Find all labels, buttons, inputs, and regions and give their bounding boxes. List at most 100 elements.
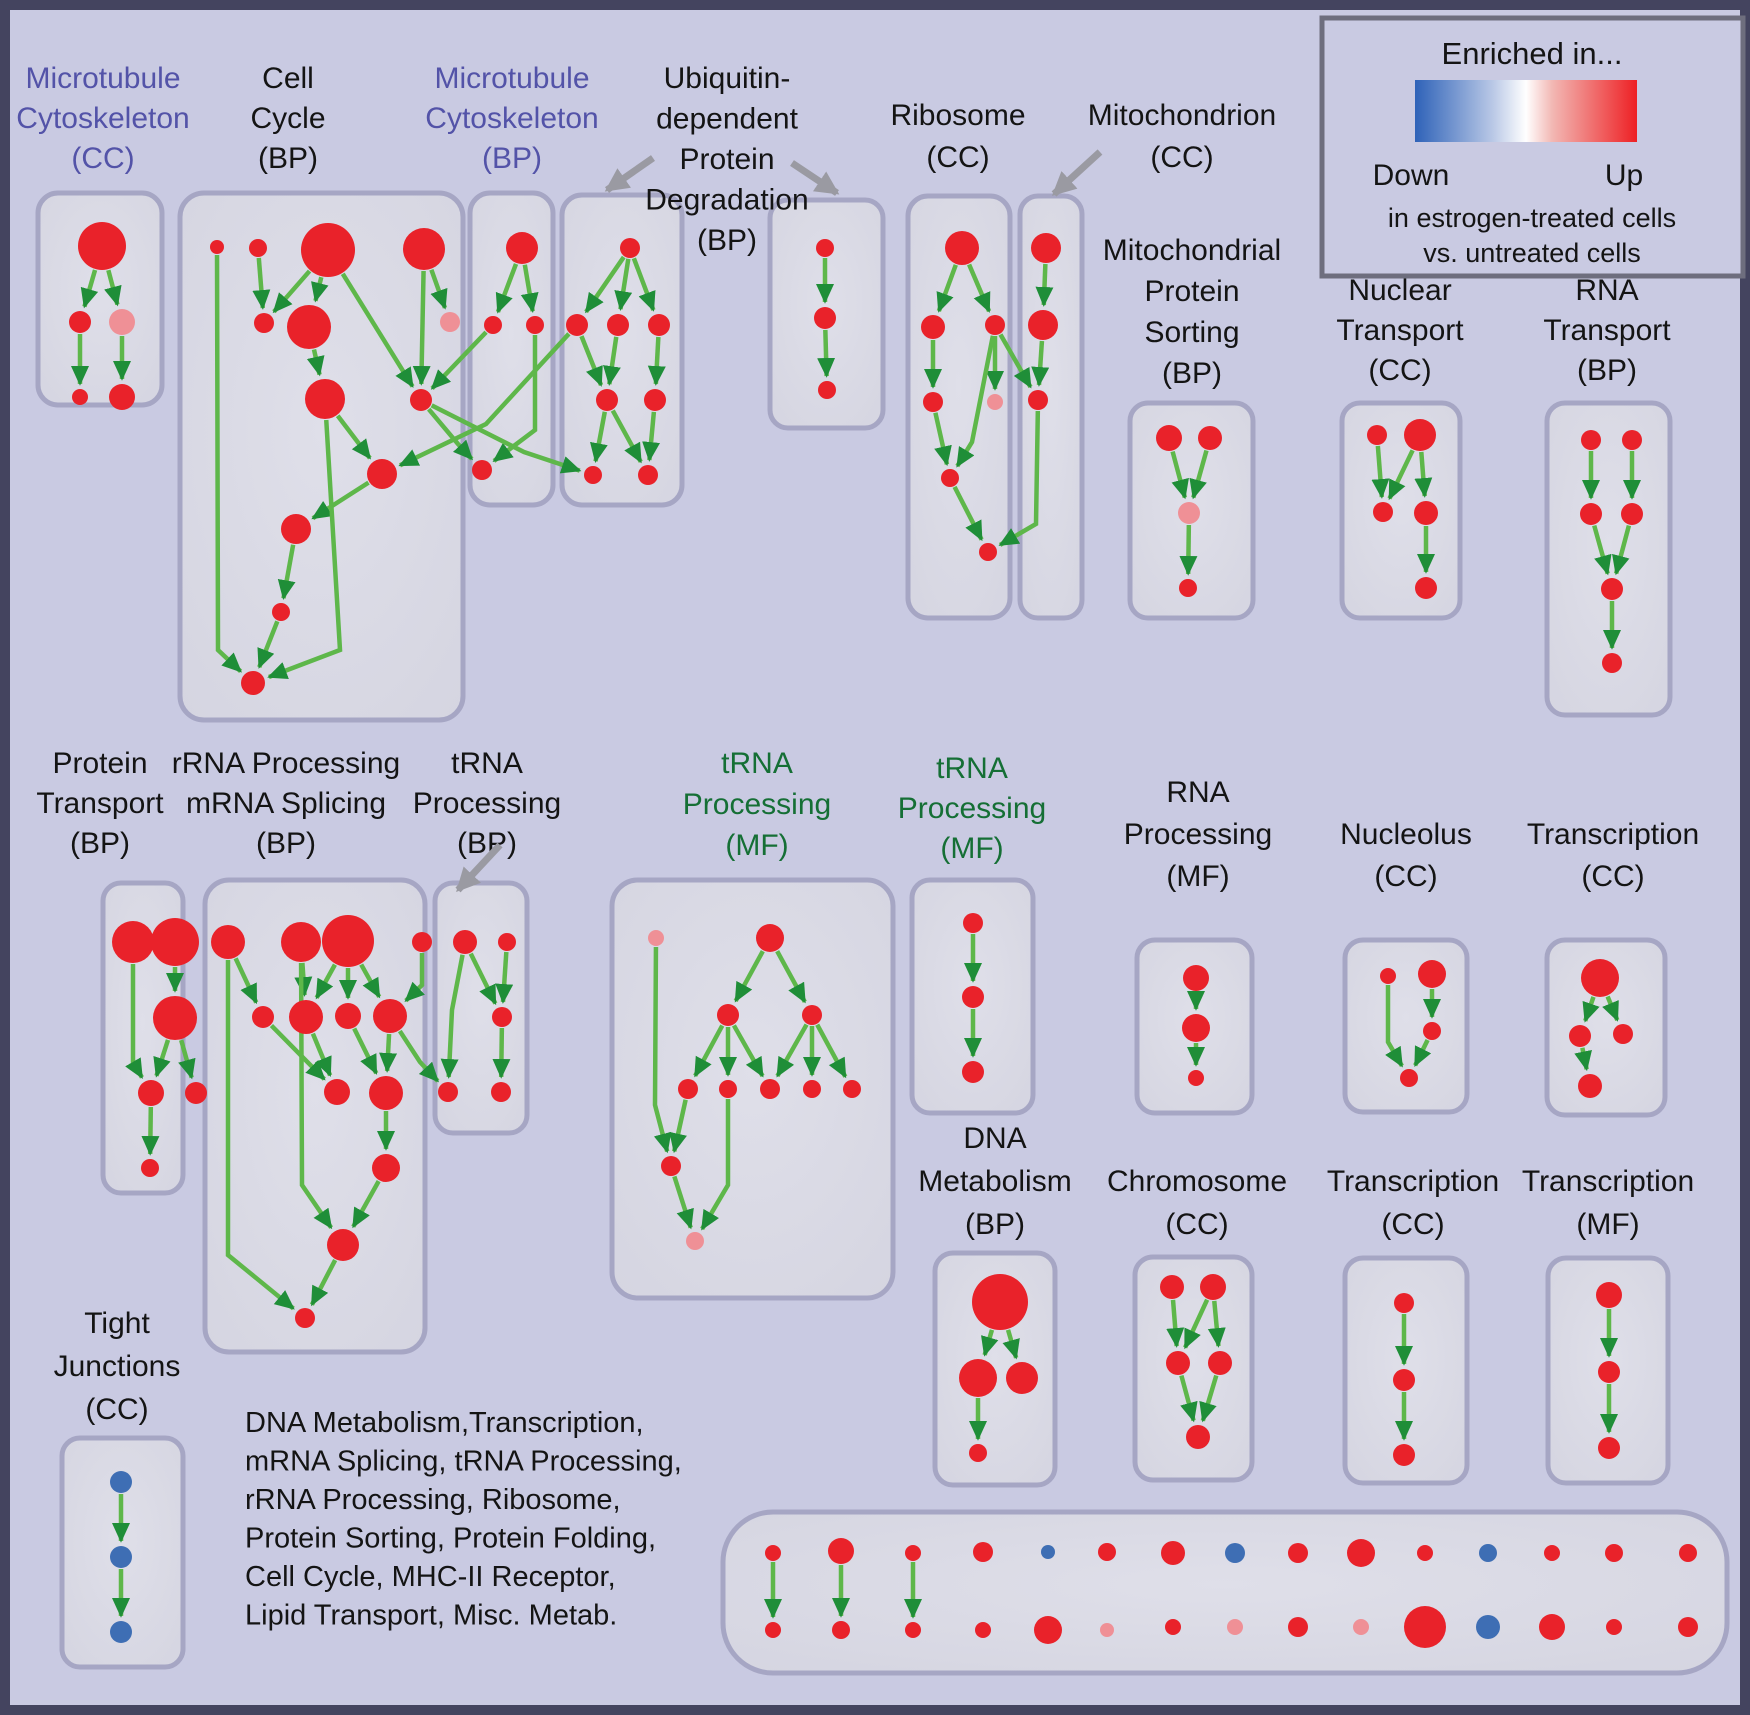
go-term-node [305,379,345,419]
go-term-node [254,313,274,333]
go-term-node [816,239,834,257]
relationship-edge [340,272,415,388]
go-term-node [1400,1069,1418,1087]
go-term-node [1598,1437,1620,1459]
relationship-edge [104,269,122,307]
microtubule-cc-label: Cytoskeleton [16,102,189,135]
legend-subtitle-1: in estrogen-treated cells [1388,203,1676,233]
go-term-node [472,460,492,480]
relationship-edge [1413,1038,1432,1068]
go-term-node [153,996,197,1040]
go-term-node [945,231,979,265]
go-term-node [607,314,629,336]
go-term-node [1613,1024,1633,1044]
relationship-edge [492,335,538,463]
nuclear-transport-label: Transport [1336,314,1464,347]
relationship-edge [998,410,1041,547]
relationship-edge [427,407,474,461]
cell-cycle-label: Cycle [250,102,325,135]
go-term-node [1581,430,1601,450]
go-term-node [1602,653,1622,673]
dna-metabolism-label: Metabolism [918,1165,1071,1198]
go-term-node [719,1080,737,1098]
transcription-cc-mid-label: Transcription [1527,818,1699,851]
go-term-node [717,1004,739,1026]
go-term-node [1598,1361,1620,1383]
rna-processing-mf-label: (MF) [1166,860,1229,893]
go-term-node [1041,1545,1055,1559]
relationship-edge [306,348,325,377]
relationship-edge [495,263,519,314]
go-term-node [1393,1444,1415,1466]
go-term-node [596,389,618,411]
ubiquitin-a-box [559,192,685,508]
go-term-node [1578,1074,1602,1098]
tight-junctions-label: (CC) [85,1393,148,1426]
go-term-node [959,1359,997,1397]
go-term-node [301,223,355,277]
relationship-edge [1031,340,1050,387]
go-term-node [272,603,290,621]
go-term-node [1165,1619,1181,1635]
go-term-node [492,1007,512,1027]
microtubule-cc-label: (CC) [71,142,134,175]
rna-transport-label: RNA [1575,274,1638,307]
go-term-node [979,543,997,561]
go-term-node [109,384,135,410]
relationship-edge [775,1023,809,1078]
relationship-edge [981,1329,999,1357]
go-term-node [410,389,432,411]
nuclear-transport-label: Nuclear [1348,274,1451,307]
misc-cluster-note-line: Cell Cycle, MHC-II Receptor, [245,1561,616,1593]
relationship-edge [335,414,372,460]
protein-transport-label: (BP) [70,827,130,860]
go-term-node [1178,502,1200,524]
relationship-edge [584,255,626,314]
go-term-node [1006,1362,1038,1394]
go-term-node [506,232,538,264]
go-term-node [1028,310,1058,340]
relationship-edge [141,1106,160,1156]
go-term-node [973,1542,993,1562]
trna-mf-small-label: Processing [898,792,1046,825]
relationship-edge [1179,1374,1198,1423]
go-term-node [1353,1619,1369,1635]
relationship-edge [610,409,643,464]
nuclear-transport-label: (CC) [1368,354,1431,387]
go-term-node [151,918,199,966]
relationship-edge [404,953,425,1003]
transcription-cc-bottom-label: Transcription [1327,1165,1499,1198]
relationship-edge [1035,263,1054,307]
nucleolus-cc-label: (CC) [1374,860,1437,893]
go-term-node [686,1232,704,1250]
go-term-node [72,389,88,405]
go-term-node [1479,1544,1497,1562]
relationship-edge [652,946,672,1154]
relationship-edge [817,329,836,378]
ribosome-cc-label: Ribosome [890,99,1025,132]
trna-bp-label: Processing [413,787,561,820]
go-term-node [322,915,374,967]
trna-mf-large-label: Processing [683,788,831,821]
go-term-node [905,1622,921,1638]
go-term-node [1188,1070,1204,1086]
relationship-edge [647,336,666,386]
go-term-node [1098,1543,1116,1561]
rrna-mrna-label: rRNA Processing [172,747,400,780]
mito-protein-sorting-label: Sorting [1144,316,1239,349]
relationship-edge [153,1039,171,1078]
go-term-node [491,1082,511,1102]
go-term-node [526,316,544,334]
go-term-node [252,1006,274,1028]
nucleolus-cc-label: Nucleolus [1340,818,1472,851]
relationship-edge [631,257,656,312]
misc-cluster-note-line: Lipid Transport, Misc. Metab. [245,1600,617,1632]
relationship-edge [1602,995,1620,1022]
protein-transport-label: Transport [36,787,164,820]
relationship-edge [1166,1299,1185,1348]
transcription-cc-bottom-label: (CC) [1381,1208,1444,1241]
rrna-mrna-label: mRNA Splicing [186,787,386,820]
go-term-node [1380,968,1396,984]
relationship-edge [252,257,271,310]
